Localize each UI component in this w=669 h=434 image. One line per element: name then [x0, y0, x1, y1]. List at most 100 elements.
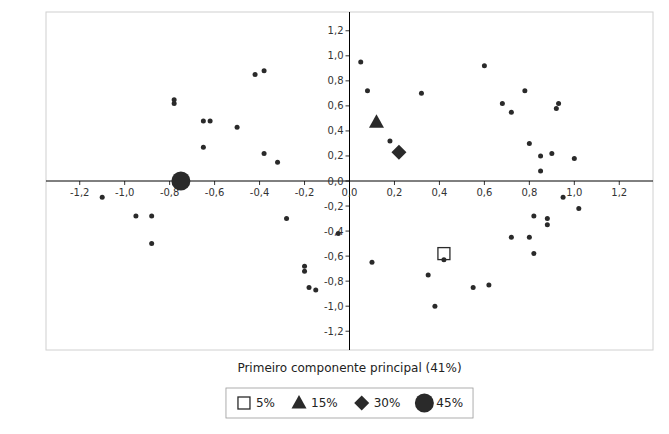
y-tick [346, 281, 350, 282]
x-tick [349, 181, 350, 185]
point [554, 106, 559, 111]
x-tick-label: -1,0 [115, 187, 135, 198]
y-tick [346, 55, 350, 56]
point [561, 195, 566, 200]
point [432, 304, 437, 309]
legend-swatch [415, 394, 434, 413]
point [149, 214, 154, 219]
point [208, 118, 213, 123]
y-tick [346, 256, 350, 257]
point [275, 160, 280, 165]
x-tick-label: 0,8 [521, 187, 537, 198]
point [419, 91, 424, 96]
point [172, 97, 177, 102]
point [538, 168, 543, 173]
point [391, 145, 406, 160]
y-tick-label: -0,8 [324, 276, 344, 287]
point [262, 68, 267, 73]
x-tick-label: -0,6 [205, 187, 225, 198]
y-tick-label: -0,4 [324, 226, 344, 237]
legend-frame [226, 388, 473, 418]
y-tick-label: -1,2 [324, 326, 344, 337]
point [426, 272, 431, 277]
y-tick [346, 206, 350, 207]
x-tick [394, 181, 395, 185]
point [545, 216, 550, 221]
y-tick [346, 130, 350, 131]
legend-label: 30% [374, 396, 401, 410]
y-tick-label: 1,2 [328, 25, 344, 36]
y-tick [346, 331, 350, 332]
point [527, 235, 532, 240]
legend-swatch [354, 396, 369, 411]
x-tick-label: 0,6 [476, 187, 492, 198]
point [471, 285, 476, 290]
point [527, 141, 532, 146]
x-axis-line [46, 181, 653, 182]
x-tick [259, 181, 260, 185]
y-tick-label: 0,6 [328, 100, 344, 111]
point [387, 138, 392, 143]
legend-label: 15% [311, 396, 338, 410]
point [545, 222, 550, 227]
point [201, 118, 206, 123]
point [302, 269, 307, 274]
y-tick-label: -0,2 [324, 201, 344, 212]
point [549, 151, 554, 156]
y-tick-label: 0,4 [328, 125, 344, 136]
y-tick [346, 231, 350, 232]
point [538, 153, 543, 158]
y-tick [346, 306, 350, 307]
point [531, 251, 536, 256]
point [336, 231, 341, 236]
ticks: -1,2 -1,0 -0,8 -0,6 -0,4 -0,2 0,0 0,2 0,4 0,6 0,8 1… [70, 25, 627, 336]
x-tick [124, 181, 125, 185]
legend-swatch [292, 395, 307, 409]
x-tick [529, 181, 530, 185]
point [201, 145, 206, 150]
x-tick [439, 181, 440, 185]
y-tick [346, 80, 350, 81]
point [556, 101, 561, 106]
x-tick-label: 0,4 [431, 187, 447, 198]
x-tick-label: 1,2 [611, 187, 627, 198]
x-tick-label: -0,2 [295, 187, 315, 198]
x-axis-label: Primeiro componente principal (41%) [237, 361, 461, 375]
x-tick [574, 181, 575, 185]
point [486, 282, 491, 287]
point [369, 260, 374, 265]
point [500, 101, 505, 106]
points [100, 60, 582, 309]
legend: 5%15%30%45% [226, 388, 473, 418]
point [509, 110, 514, 115]
point [100, 195, 105, 200]
point [171, 172, 190, 191]
y-tick-label: -1,0 [324, 301, 344, 312]
y-tick-label: 0,0 [328, 176, 344, 187]
y-tick-label: 0,2 [328, 150, 344, 161]
point [313, 287, 318, 292]
point [572, 156, 577, 161]
point [482, 63, 487, 68]
point [284, 216, 289, 221]
point [133, 214, 138, 219]
y-tick-label: 0,8 [328, 75, 344, 86]
x-tick [169, 181, 170, 185]
x-tick [214, 181, 215, 185]
point [522, 88, 527, 93]
x-tick [304, 181, 305, 185]
point [358, 60, 363, 65]
x-tick [79, 181, 80, 185]
y-tick [346, 30, 350, 31]
y-tick [346, 105, 350, 106]
point [509, 235, 514, 240]
y-tick-label: 1,0 [328, 50, 344, 61]
legend-label: 45% [436, 396, 463, 410]
y-tick [346, 181, 350, 182]
y-tick [346, 155, 350, 156]
x-tick [619, 181, 620, 185]
point [576, 206, 581, 211]
point [149, 241, 154, 246]
x-tick-label: -1,2 [70, 187, 90, 198]
x-tick-label: -0,4 [250, 187, 270, 198]
